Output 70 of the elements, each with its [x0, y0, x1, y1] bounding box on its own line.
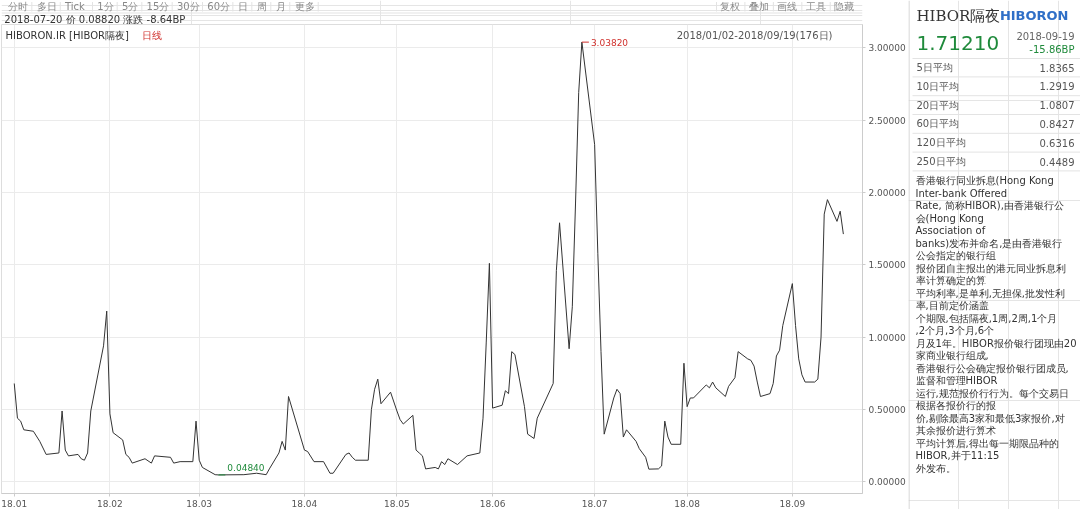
y-tick-label: 1.50000	[868, 260, 906, 271]
text: 15分	[146, 1, 170, 12]
text: 1.71210	[916, 30, 1000, 55]
x-tick-label: 18.06	[479, 498, 506, 509]
annotation: 2018/01/02-2018/09/19(176日)	[676, 29, 833, 41]
y-tick-label: 2.50000	[868, 115, 906, 126]
text: 月	[275, 1, 286, 12]
text: 画线	[777, 1, 798, 12]
category-label: 20日平均	[916, 99, 960, 111]
x-tick-label: 18.07	[581, 498, 608, 509]
data-label: 1.0807	[1039, 100, 1075, 112]
text: 多日	[36, 1, 57, 12]
annotation: 日线	[141, 29, 162, 41]
data-label: 1.8365	[1039, 62, 1075, 74]
data-label: 0.8427	[1039, 118, 1075, 130]
text: 平均计算后,得出每一期限品种的HIBOR,并于11:15	[915, 437, 1059, 462]
text: 个期限,包括隔夜,1周,2周,1个月,2个月,3个月,6个	[915, 312, 1058, 337]
text: 1分	[97, 1, 114, 12]
y-tick-label: 0.00000	[868, 477, 906, 488]
category-label: 250日平均	[916, 156, 966, 167]
text: Tick	[64, 1, 86, 12]
line-series	[13, 41, 844, 476]
y-tick-label: 3.00000	[868, 43, 906, 54]
data-label: 1.2919	[1039, 81, 1075, 93]
text: HIBORON.IR [HIBOR隔夜]	[5, 29, 129, 41]
text: 日	[237, 1, 248, 12]
text: 更多	[294, 1, 315, 12]
text: HIBORON	[999, 8, 1069, 23]
x-tick-label: 18.05	[384, 498, 410, 509]
data-label: 0.6316	[1039, 137, 1075, 149]
text: 外发布。	[915, 462, 956, 474]
text: 周	[256, 1, 267, 12]
text: Association of	[915, 225, 986, 237]
text: 30分	[176, 1, 200, 12]
annotation: 0.04840	[227, 462, 265, 473]
data-label: 0.4489	[1039, 156, 1075, 168]
text: 2018-09-19	[1016, 30, 1075, 42]
text: 香港银行同业拆息(Hong Kong Inter-bank Offered	[915, 175, 1054, 199]
text: 平均利率,是单利,无担保,批发性利率,目前定价涵盖	[915, 287, 1066, 312]
category-label: 120日平均	[916, 137, 966, 149]
text: 复权	[720, 1, 741, 12]
x-tick-label: 18.08	[674, 498, 701, 509]
x-tick-label: 18.01	[1, 498, 28, 509]
x-tick-label: 18.09	[779, 498, 806, 509]
category-label: 10日平均	[916, 80, 960, 92]
text: HIBOR隔夜	[916, 6, 1001, 25]
x-tick-label: 18.04	[291, 498, 318, 509]
category-label: 60日平均	[916, 118, 960, 130]
text: 价,剔除最高3家和最低3家报价,对其余报价进行算术	[914, 412, 1065, 437]
chart-subtitle: 2018-07-20 价 0.08820 涨跌 -8.64BP	[4, 13, 186, 25]
text: 运行,规范报价行行为。每个交易日根据各报价行的报	[915, 387, 1069, 412]
y-tick-label: 1.00000	[868, 332, 906, 343]
category-label: 5日平均	[916, 62, 953, 73]
x-tick-label: 18.02	[97, 498, 123, 509]
text: 叠加	[748, 1, 769, 12]
text: 5分	[121, 1, 139, 12]
text: 60分	[207, 1, 230, 12]
y-tick-label: 2.00000	[868, 187, 906, 198]
text: 香港银行公会确定报价银行团成员,监督和管理HIBOR	[915, 362, 1069, 387]
y-tick-label: 0.50000	[868, 405, 906, 416]
text: -15.86BP	[1029, 44, 1075, 55]
text: 报价团自主报出的港元同业拆息利率计算确定的算	[914, 262, 1066, 287]
x-tick-label: 18.03	[186, 498, 213, 509]
text: banks)发布并命名,是由香港银行公会指定的银行组	[915, 237, 1063, 262]
text: 分时	[8, 1, 29, 12]
annotation: 3.03820	[590, 37, 629, 48]
text: 工具	[805, 1, 826, 12]
text: Rate, 简称HIBOR),由香港银行公会(Hong Kong	[915, 200, 1064, 224]
text: 隐藏	[833, 1, 854, 12]
text: 月及1年。HIBOR报价银行团现由20家商业银行组成,	[915, 337, 1077, 362]
